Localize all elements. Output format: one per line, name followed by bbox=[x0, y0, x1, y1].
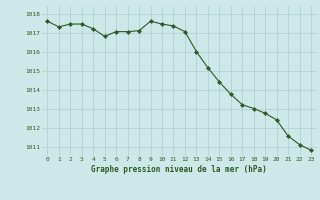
X-axis label: Graphe pression niveau de la mer (hPa): Graphe pression niveau de la mer (hPa) bbox=[91, 165, 267, 174]
